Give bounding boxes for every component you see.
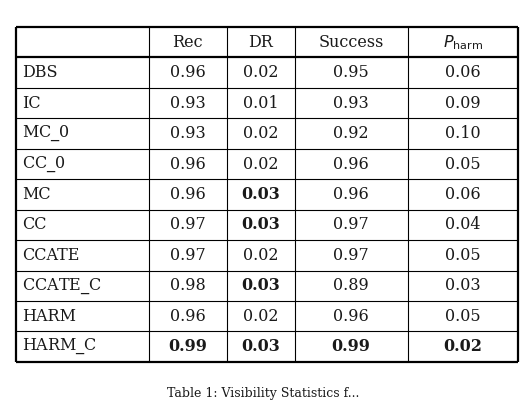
Text: 0.93: 0.93 <box>170 125 206 142</box>
Text: MC: MC <box>22 186 50 203</box>
Text: 0.02: 0.02 <box>243 247 278 264</box>
Text: 0.96: 0.96 <box>170 308 206 325</box>
Text: DBS: DBS <box>22 64 57 81</box>
Text: 0.05: 0.05 <box>445 308 481 325</box>
Text: 0.06: 0.06 <box>445 64 481 81</box>
Text: 0.03: 0.03 <box>241 216 280 233</box>
Text: 0.96: 0.96 <box>170 186 206 203</box>
Text: CC: CC <box>22 216 47 233</box>
Text: 0.10: 0.10 <box>445 125 481 142</box>
Text: 0.04: 0.04 <box>445 216 481 233</box>
Text: 0.02: 0.02 <box>243 64 278 81</box>
Text: 0.06: 0.06 <box>445 186 481 203</box>
Text: 0.05: 0.05 <box>445 247 481 264</box>
Text: CCATE: CCATE <box>22 247 79 264</box>
Text: 0.03: 0.03 <box>445 277 481 294</box>
Text: CC$\_$0: CC$\_$0 <box>22 154 66 174</box>
Text: 0.93: 0.93 <box>333 95 369 111</box>
Text: 0.03: 0.03 <box>241 338 280 355</box>
Text: DR: DR <box>248 34 273 51</box>
Text: 0.09: 0.09 <box>445 95 481 111</box>
Text: Success: Success <box>318 34 384 51</box>
Text: 0.01: 0.01 <box>243 95 278 111</box>
Text: 0.02: 0.02 <box>243 125 278 142</box>
Text: HARM: HARM <box>22 308 76 325</box>
Text: 0.03: 0.03 <box>241 277 280 294</box>
Text: Rec: Rec <box>173 34 203 51</box>
Text: 0.97: 0.97 <box>333 216 369 233</box>
Text: 0.02: 0.02 <box>443 338 482 355</box>
Text: 0.93: 0.93 <box>170 95 206 111</box>
Text: 0.97: 0.97 <box>333 247 369 264</box>
Text: 0.99: 0.99 <box>168 338 207 355</box>
Text: 0.03: 0.03 <box>241 186 280 203</box>
Text: Table 1: Visibility Statistics f...: Table 1: Visibility Statistics f... <box>167 386 359 400</box>
Text: 0.02: 0.02 <box>243 156 278 173</box>
Text: 0.96: 0.96 <box>333 308 369 325</box>
Text: 0.97: 0.97 <box>170 216 206 233</box>
Text: MC$\_$0: MC$\_$0 <box>22 124 70 143</box>
Text: 0.98: 0.98 <box>170 277 206 294</box>
Text: 0.89: 0.89 <box>333 277 369 294</box>
Text: 0.96: 0.96 <box>333 156 369 173</box>
Text: 0.99: 0.99 <box>332 338 370 355</box>
Text: 0.96: 0.96 <box>170 64 206 81</box>
Text: $\mathit{P}_{\mathrm{harm}}$: $\mathit{P}_{\mathrm{harm}}$ <box>443 33 483 52</box>
Text: HARM$\_$C: HARM$\_$C <box>22 337 97 357</box>
Text: IC: IC <box>22 95 41 111</box>
Text: 0.96: 0.96 <box>333 186 369 203</box>
Text: 0.02: 0.02 <box>243 308 278 325</box>
Text: 0.97: 0.97 <box>170 247 206 264</box>
Text: 0.05: 0.05 <box>445 156 481 173</box>
Text: 0.95: 0.95 <box>333 64 369 81</box>
Text: 0.92: 0.92 <box>333 125 369 142</box>
Text: CCATE$\_$C: CCATE$\_$C <box>22 276 102 295</box>
Text: 0.96: 0.96 <box>170 156 206 173</box>
